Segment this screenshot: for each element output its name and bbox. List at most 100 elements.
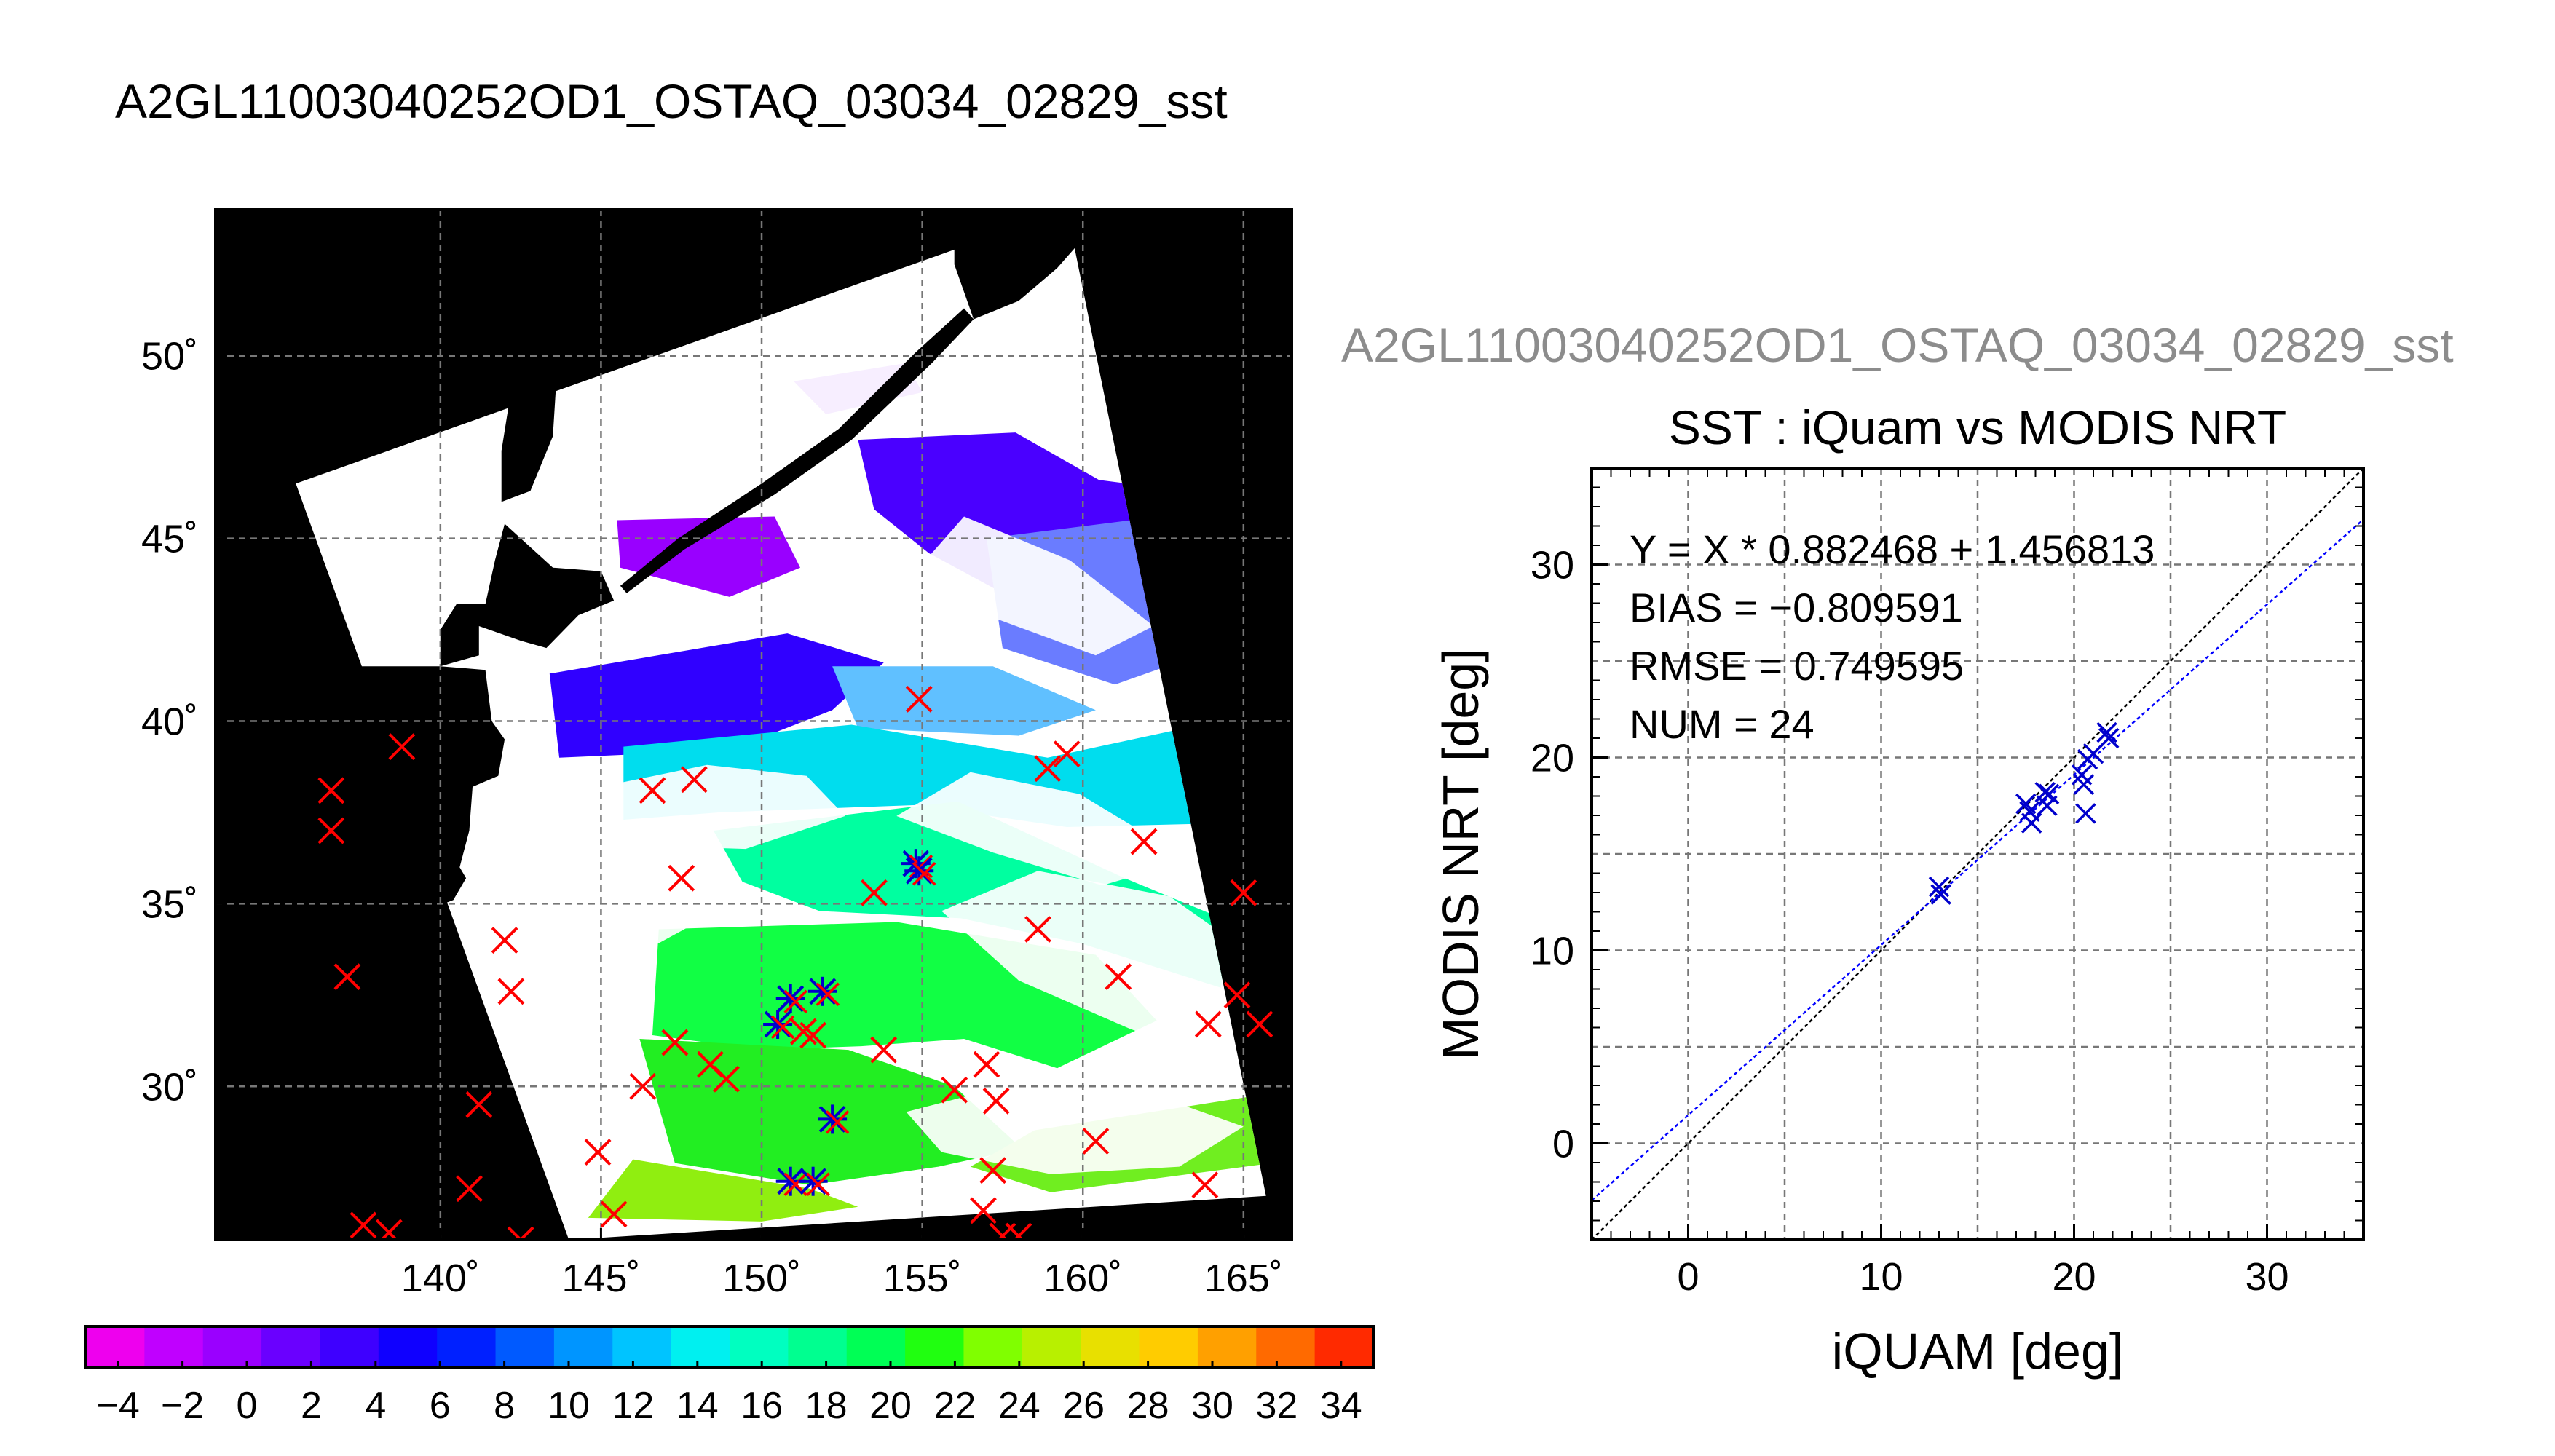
matchup-marker: [909, 854, 933, 879]
matchup-marker: [1223, 981, 1251, 1009]
colorbar-cell: [202, 1326, 262, 1368]
colorbar-tick-label: 4: [365, 1385, 386, 1427]
sst-region: [832, 666, 1096, 736]
matchup-marker: [350, 1211, 377, 1239]
colorbar-cell: [730, 1326, 789, 1368]
colorbar-cell: [1197, 1326, 1257, 1368]
matchup-marker-valid: [904, 856, 934, 886]
matchup-marker: [789, 1018, 817, 1045]
colorbar-tick-label: 16: [741, 1385, 783, 1427]
colorbar-cell: [671, 1326, 730, 1368]
matchup-marker-valid: [798, 1166, 828, 1196]
colorbar-cell: [1022, 1326, 1081, 1368]
colorbar-tick-label: 0: [237, 1385, 258, 1427]
matchup-marker: [600, 1200, 628, 1228]
scatter-point: [2073, 774, 2094, 795]
map-y-tick-label: 40˚: [141, 700, 198, 743]
sst-region: [617, 516, 800, 597]
scatter-y-tick-label: 10: [1531, 930, 1574, 973]
colorbar-cell: [144, 1326, 204, 1368]
matchup-marker: [1005, 1222, 1032, 1240]
matchup-marker: [456, 1175, 483, 1203]
sst-region: [549, 633, 884, 758]
matchup-marker: [1191, 1171, 1219, 1199]
colorbar-tick-label: −4: [97, 1385, 140, 1427]
matchup-marker: [491, 927, 518, 954]
cloud-mask-region: [694, 272, 1035, 470]
matchup-marker: [816, 982, 840, 1007]
sst-region: [639, 1039, 1022, 1185]
land-sakhalin: [501, 224, 588, 502]
map-y-tick-label: 30˚: [141, 1065, 198, 1109]
sst-region: [588, 1159, 858, 1222]
scatter-point: [2096, 721, 2117, 743]
map-frame: [214, 208, 1293, 1241]
colorbar-cell: [437, 1326, 497, 1368]
matchup-marker: [770, 1015, 795, 1040]
scatter-y-tick-label: 30: [1531, 544, 1574, 587]
stats-line-num: NUM = 24: [1630, 701, 1814, 747]
scatter-point: [1928, 876, 1950, 898]
matchup-marker: [825, 1110, 850, 1134]
stats-block: Y = X * 0.882468 + 1.456813 BIAS = −0.80…: [1630, 526, 2155, 747]
scatter-point: [2034, 781, 2056, 803]
colorbar-cell: [378, 1326, 438, 1368]
colorbar-tick-label: 22: [933, 1385, 976, 1427]
land-honshu-north: [216, 666, 505, 948]
colorbar-tick-label: 2: [301, 1385, 322, 1427]
stats-line-rmse: RMSE = 0.749595: [1630, 643, 1964, 689]
scatter-frame: [1590, 467, 2365, 1241]
map-y-tick-label: 35˚: [141, 882, 198, 926]
map-x-tick-label: 155˚: [883, 1257, 962, 1300]
colorbar-tick-label: 24: [998, 1385, 1040, 1427]
matchup-marker: [973, 1051, 1000, 1078]
scatter-point: [1930, 884, 1951, 905]
map-x-tick-label: 160˚: [1043, 1257, 1122, 1300]
matchup-marker: [1230, 879, 1257, 906]
matchup-marker: [912, 861, 936, 886]
colorbar-tick-label: 34: [1320, 1385, 1362, 1427]
matchup-marker: [317, 777, 345, 804]
regression-line: [1592, 518, 2364, 1201]
colorbar-cell: [612, 1326, 672, 1368]
colorbar-cell: [553, 1326, 613, 1368]
matchup-marker: [1053, 740, 1081, 768]
map-x-tick-label: 145˚: [561, 1257, 640, 1300]
matchup-marker: [388, 733, 416, 761]
cloud-mask-region: [896, 772, 1189, 886]
matchup-marker: [941, 1076, 968, 1104]
matchup-marker-valid: [807, 976, 837, 1006]
matchup-marker: [680, 766, 708, 794]
scatter-point: [2021, 812, 2042, 834]
stats-line-bias: BIAS = −0.809591: [1630, 585, 1963, 630]
colorbar-tick-label: 14: [676, 1385, 719, 1427]
map-y-tick-label: 45˚: [141, 518, 198, 561]
colorbar-cell: [963, 1326, 1023, 1368]
matchup-marker-valid: [818, 1104, 848, 1134]
cloud-mask-region: [565, 764, 845, 850]
matchup-marker: [1024, 916, 1051, 943]
matchup-marker: [661, 1029, 689, 1056]
colorbar-cell: [86, 1326, 145, 1368]
scatter-point: [2075, 803, 2096, 824]
sst-map: 140˚ 145˚ 150˚ 155˚ 160˚ 165˚ 30˚ 35˚ 40˚ 45˚ 50˚: [141, 208, 1293, 1300]
main-title: A2GL11003040252OD1_OSTAQ_03034_02829_sst: [115, 74, 1228, 128]
identity-line: [1592, 468, 2364, 1240]
matchup-marker: [333, 963, 361, 991]
colorbar-frame: [84, 1325, 1375, 1369]
matchup-marker: [1034, 755, 1062, 783]
matchup-marker: [317, 817, 345, 844]
matchup-marker: [979, 1157, 1007, 1184]
colorbar: −4 −2 0 2 4 6 8 10 12 14 16 18 20 22 24 26 28 30 32 34: [84, 1325, 1375, 1427]
colorbar-tick-label: 12: [612, 1385, 654, 1427]
matchup-marker: [799, 1021, 827, 1049]
matchup-marker: [629, 1072, 657, 1100]
matchup-marker: [639, 777, 666, 804]
y-axis-label: MODIS NRT [deg]: [1432, 648, 1489, 1059]
land-kamchatka: [954, 210, 1099, 320]
colorbar-tick-label: −2: [161, 1385, 204, 1427]
colorbar-cell: [1314, 1326, 1374, 1368]
matchup-marker: [806, 1172, 830, 1196]
scatter-y-tick-label: 20: [1531, 737, 1574, 780]
